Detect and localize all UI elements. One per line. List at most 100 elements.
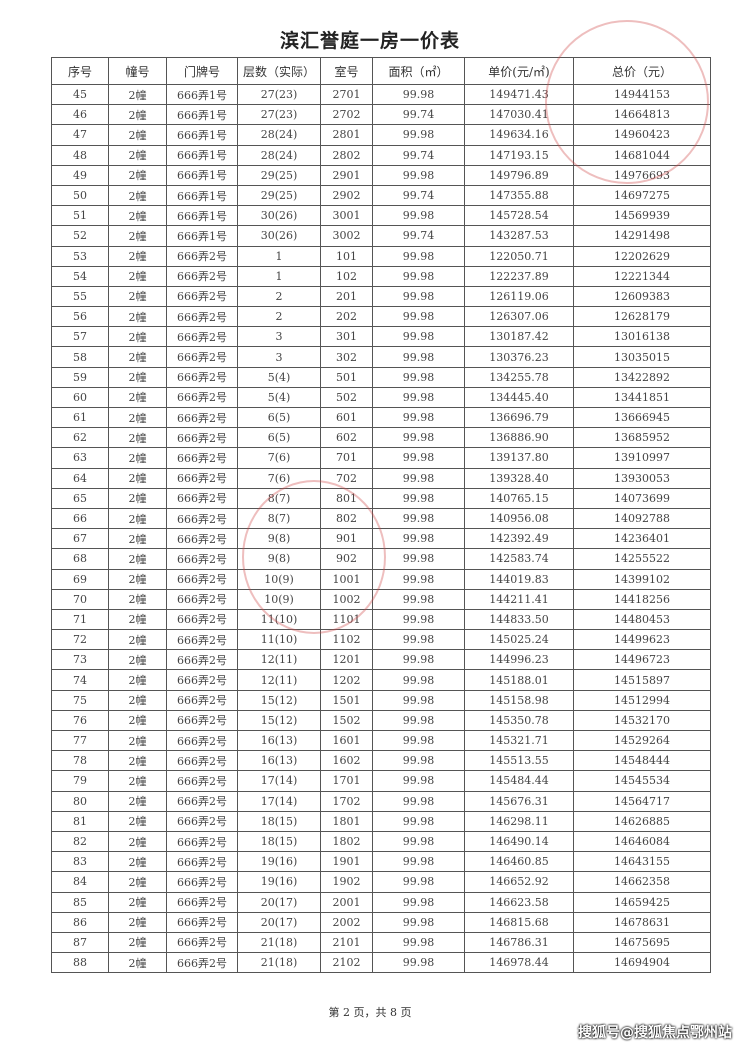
table-cell: 46 (51, 104, 109, 126)
table-cell: 2幢 (108, 184, 167, 207)
table-cell: 145728.54 (464, 205, 574, 227)
table-cell: 140956.08 (464, 507, 574, 530)
table-cell: 14399102 (573, 568, 711, 590)
table-cell: 2幢 (108, 205, 167, 227)
table-cell: 21(18) (237, 931, 321, 954)
table-cell: 2002 (320, 911, 373, 933)
table-cell: 102 (320, 265, 373, 287)
table-cell: 702 (320, 467, 373, 489)
table-cell: 601 (320, 406, 373, 429)
table-cell: 99.98 (372, 931, 465, 954)
table-cell: 14678631 (573, 911, 711, 933)
table-cell: 142392.49 (464, 528, 574, 550)
table-cell: 2幢 (108, 285, 167, 308)
table-cell: 13685952 (573, 427, 711, 449)
table-cell: 14569939 (573, 205, 711, 227)
table-cell: 2902 (320, 184, 373, 207)
table-cell: 63 (51, 447, 109, 469)
table-row: 53 2幢 666弄2号 1 101 99.98 122050.71 12202629 (51, 245, 711, 267)
table-row: 82 2幢 666弄2号 18(15) 1802 99.98 146490.14 146460… (51, 830, 711, 853)
table-row: 64 2幢 666弄2号 7(6) 702 99.98 139328.40 13930053 (51, 467, 711, 489)
table-cell: 14659425 (573, 891, 711, 913)
table-cell: 14499623 (573, 629, 711, 651)
table-cell: 66 (51, 507, 109, 530)
table-cell: 146460.85 (464, 851, 574, 873)
table-cell: 99.98 (372, 467, 465, 489)
table-cell: 99.98 (372, 83, 465, 106)
table-row: 48 2幢 666弄1号 28(24) 2802 99.74 147193.15 146810… (51, 144, 711, 166)
table-cell: 144833.50 (464, 608, 574, 631)
table-cell: 147030.41 (464, 104, 574, 126)
table-cell: 14532170 (573, 709, 711, 732)
table-cell: 140765.15 (464, 487, 574, 509)
table-cell: 99.98 (372, 770, 465, 792)
table-cell: 99.98 (372, 548, 465, 570)
table-cell: 9(8) (237, 548, 321, 570)
table-cell: 2幢 (108, 366, 167, 388)
table-cell: 83 (51, 851, 109, 873)
table-cell: 57 (51, 326, 109, 348)
table-cell: 77 (51, 729, 109, 752)
table-cell: 14646084 (573, 830, 711, 853)
table-row: 77 2幢 666弄2号 16(13) 1601 99.98 145321.71 145292… (51, 729, 711, 752)
table-cell: 144211.41 (464, 588, 574, 610)
table-cell: 75 (51, 689, 109, 711)
table-cell: 2101 (320, 931, 373, 954)
table-row: 58 2幢 666弄2号 3 302 99.98 130376.23 13035015 (51, 346, 711, 368)
table-cell: 666弄2号 (166, 487, 238, 509)
table-cell: 666弄2号 (166, 891, 238, 913)
table-cell: 2幢 (108, 406, 167, 429)
table-cell: 502 (320, 386, 373, 409)
table-cell: 21(18) (237, 952, 321, 974)
column-header: 门牌号 (166, 57, 238, 85)
table-cell: 14545534 (573, 770, 711, 792)
table-cell: 9(8) (237, 528, 321, 550)
table-cell: 12202629 (573, 245, 711, 267)
table-cell: 2幢 (108, 427, 167, 449)
table-cell: 8(7) (237, 487, 321, 509)
table-row: 47 2幢 666弄1号 28(24) 2801 99.98 149634.16 149604… (51, 124, 711, 146)
table-cell: 99.98 (372, 487, 465, 509)
table-cell: 101 (320, 245, 373, 267)
table-cell: 1201 (320, 649, 373, 671)
table-cell: 19(16) (237, 851, 321, 873)
table-row: 45 2幢 666弄1号 27(23) 2701 99.98 149471.43 149441… (51, 83, 711, 106)
table-cell: 142583.74 (464, 548, 574, 570)
table-cell: 2幢 (108, 709, 167, 732)
table-cell: 666弄2号 (166, 346, 238, 368)
table-cell: 302 (320, 346, 373, 368)
table-cell: 666弄2号 (166, 507, 238, 530)
table-row: 74 2幢 666弄2号 12(11) 1202 99.98 145188.01 145158… (51, 669, 711, 691)
table-cell: 145513.55 (464, 750, 574, 772)
table-cell: 2幢 (108, 588, 167, 610)
table-cell: 2幢 (108, 891, 167, 913)
table-cell: 99.98 (372, 265, 465, 287)
table-cell: 13666945 (573, 406, 711, 429)
table-cell: 666弄2号 (166, 931, 238, 954)
watermark: 搜狐号@搜狐焦点鄂州站 (578, 1025, 732, 1041)
table-cell: 14092788 (573, 507, 711, 530)
table-cell: 99.74 (372, 144, 465, 166)
table-cell: 12609383 (573, 285, 711, 308)
table-cell: 666弄1号 (166, 83, 238, 106)
table-cell: 3 (237, 326, 321, 348)
table-cell: 99.98 (372, 830, 465, 853)
table-cell: 61 (51, 406, 109, 429)
table-cell: 14976693 (573, 164, 711, 186)
table-cell: 146815.68 (464, 911, 574, 933)
table-row: 75 2幢 666弄2号 15(12) 1501 99.98 145158.98 145129… (51, 689, 711, 711)
table-cell: 14675695 (573, 931, 711, 954)
table-cell: 146652.92 (464, 871, 574, 893)
document-title: 滨汇誉庭一房一价表 (279, 30, 460, 52)
table-cell: 146623.58 (464, 891, 574, 913)
table-cell: 27(23) (237, 83, 321, 106)
table-row: 80 2幢 666弄2号 17(14) 1702 99.98 145676.31 145647… (51, 790, 711, 812)
table-cell: 13441851 (573, 386, 711, 409)
table-row: 86 2幢 666弄2号 20(17) 2002 99.98 146815.68 146786… (51, 911, 711, 933)
table-cell: 2701 (320, 83, 373, 106)
table-row: 63 2幢 666弄2号 7(6) 701 99.98 139137.80 13910997 (51, 447, 711, 469)
table-cell: 666弄1号 (166, 124, 238, 146)
table-cell: 28(24) (237, 124, 321, 146)
table-cell: 139328.40 (464, 467, 574, 489)
table-row: 54 2幢 666弄2号 1 102 99.98 122237.89 12221344 (51, 265, 711, 287)
